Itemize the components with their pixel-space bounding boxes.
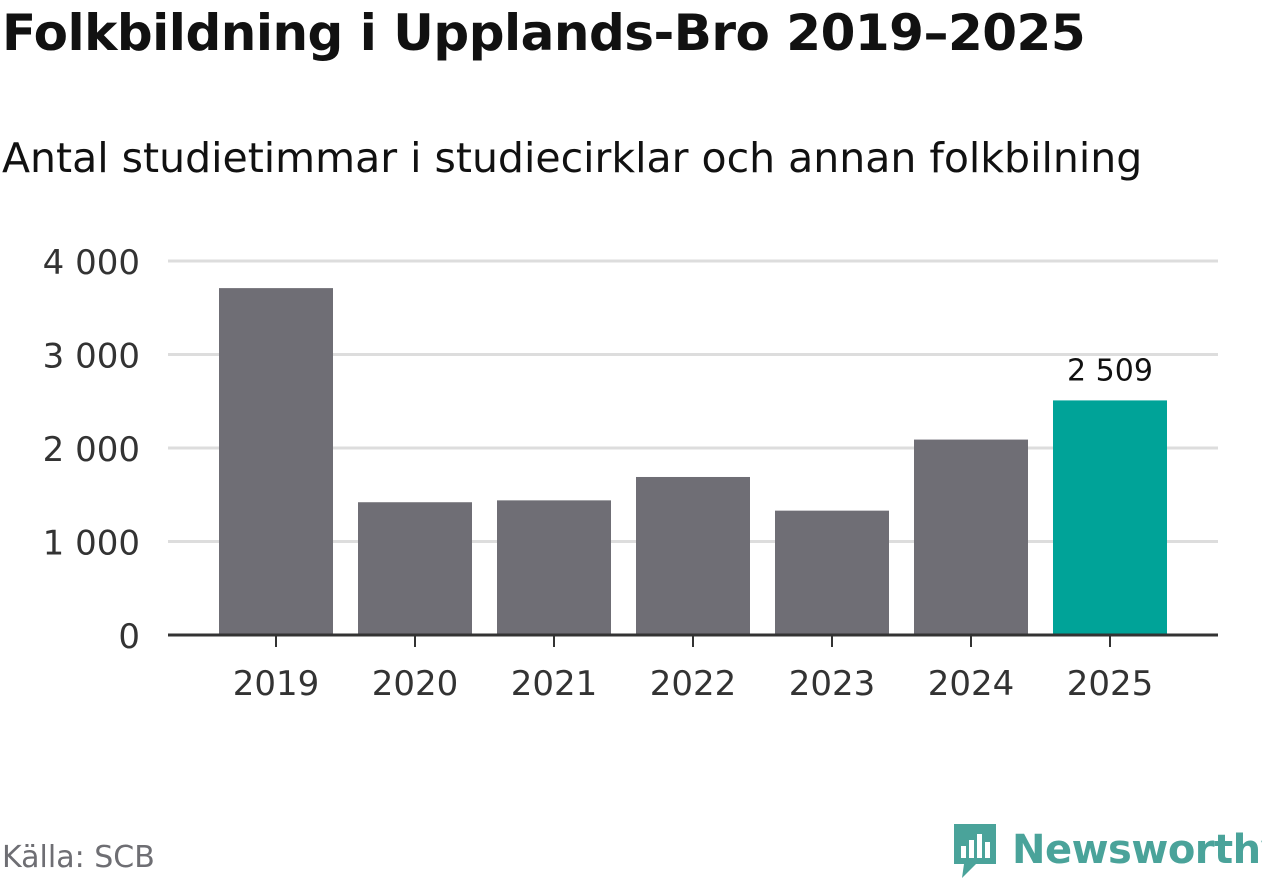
chart-subtitle: Antal studietimmar i studiecirklar och a… xyxy=(2,134,1143,182)
y-tick-label: 1 000 xyxy=(43,524,140,564)
brand-logo: Newsworthy xyxy=(950,820,1262,880)
bars xyxy=(219,288,1167,635)
bar-2022 xyxy=(636,476,750,635)
x-tick-label: 2020 xyxy=(372,664,459,704)
bar-2019 xyxy=(219,288,333,635)
x-tick-label: 2023 xyxy=(789,664,876,704)
x-tick-label: 2022 xyxy=(650,664,737,704)
data-label: 2 509 xyxy=(1067,353,1153,388)
bar-chart-speech-bubble-icon xyxy=(954,824,996,878)
y-tick-label: 2 000 xyxy=(43,430,140,470)
bar-2024 xyxy=(914,439,1028,635)
bar-2020 xyxy=(358,502,472,635)
x-tick-label: 2025 xyxy=(1067,664,1154,704)
bar-2023 xyxy=(775,510,889,635)
y-tick-label: 4 000 xyxy=(43,243,140,283)
data-labels: 2 509 xyxy=(1067,353,1153,388)
y-tick-label: 3 000 xyxy=(43,337,140,377)
source-note: Källa: SCB xyxy=(2,840,155,875)
x-tick-label: 2024 xyxy=(928,664,1015,704)
x-tick-label: 2019 xyxy=(233,664,320,704)
bar-2021 xyxy=(497,500,611,635)
axes: 0 1 000 2 000 3 000 4 000 2019 2020 2021 2022 202… xyxy=(43,243,1218,704)
chart-title: Folkbildning i Upplands-Bro 2019–2025 xyxy=(2,4,1086,62)
y-tick-label: 0 xyxy=(118,617,140,657)
x-tick-label: 2021 xyxy=(511,664,598,704)
bar-2025 xyxy=(1053,400,1167,635)
brand-name: Newsworthy xyxy=(1012,827,1262,873)
